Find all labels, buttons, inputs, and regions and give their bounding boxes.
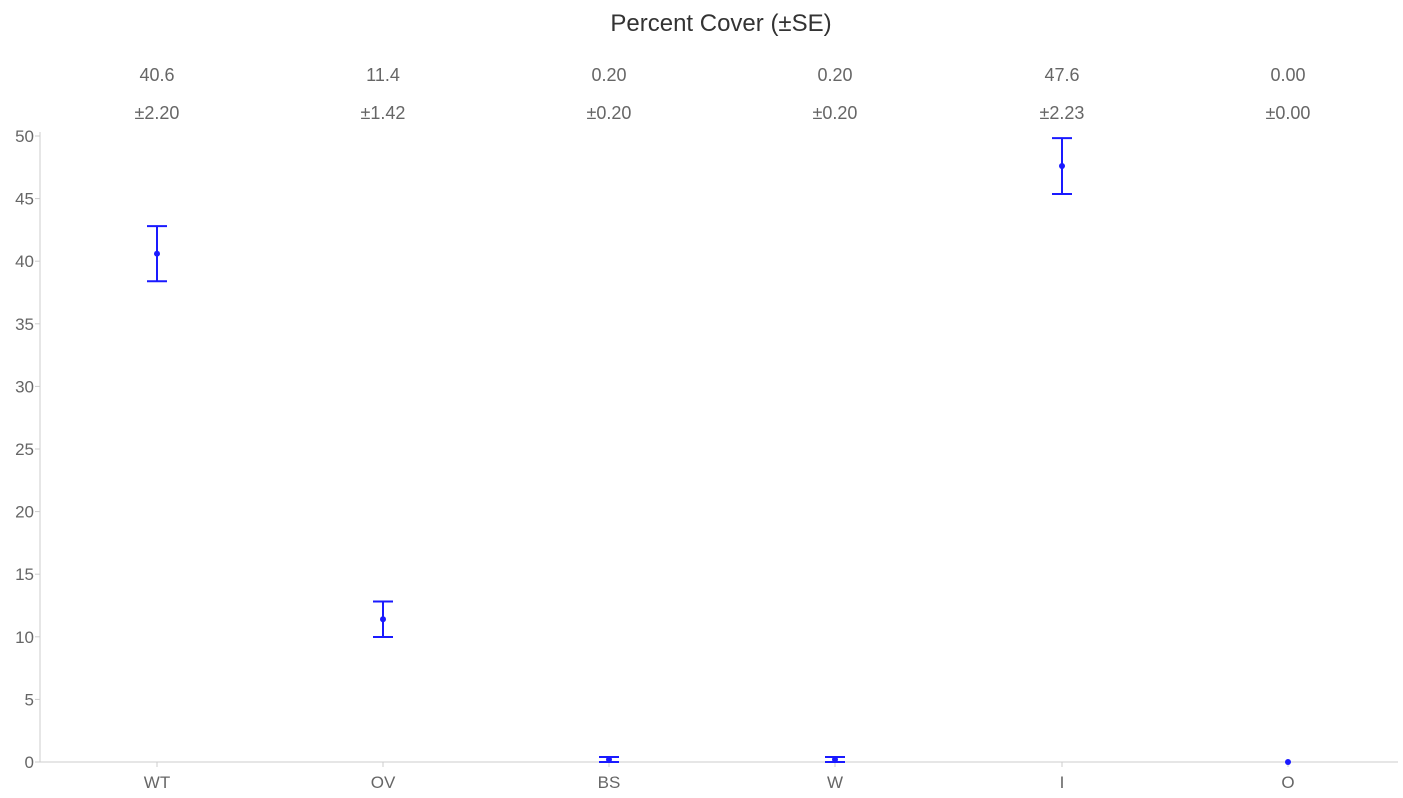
error-label: ±0.20	[587, 103, 632, 123]
error-label: ±0.00	[1266, 103, 1311, 123]
value-label: 0.00	[1270, 65, 1305, 85]
error-label: ±2.20	[135, 103, 180, 123]
value-label: 0.20	[817, 65, 852, 85]
x-tick-label: BS	[598, 773, 621, 792]
y-tick-label: 25	[15, 440, 34, 459]
x-tick-label: WT	[144, 773, 170, 792]
data-marks	[147, 137, 1291, 765]
x-axis: WT OV BS W I O	[40, 761, 1398, 792]
y-tick-label: 15	[15, 565, 34, 584]
error-label: ±0.20	[813, 103, 858, 123]
y-axis: 0 5 10 15 20 25 30 35 40 45 50	[15, 127, 41, 772]
value-labels-row: 40.6 ±2.20 11.4 ±1.42 0.20 ±0.20 0.20 ±0.20 47.6…	[135, 65, 1311, 123]
data-point[interactable]	[380, 616, 386, 623]
value-label: 11.4	[366, 65, 400, 85]
y-tick-label: 45	[15, 190, 34, 209]
data-point[interactable]	[154, 250, 160, 257]
y-tick-label: 0	[25, 753, 34, 772]
error-label: ±2.23	[1040, 103, 1085, 123]
y-tick-label: 30	[15, 377, 34, 396]
error-label: ±1.42	[361, 103, 406, 123]
y-tick-label: 5	[25, 690, 34, 709]
x-tick-label: I	[1060, 773, 1065, 792]
data-point[interactable]	[606, 756, 612, 763]
data-point[interactable]	[832, 756, 838, 763]
value-label: 40.6	[139, 65, 174, 85]
x-tick-label: OV	[371, 773, 396, 792]
y-tick-label: 20	[15, 503, 34, 522]
x-tick-label: O	[1281, 773, 1294, 792]
value-label: 47.6	[1044, 65, 1079, 85]
data-point[interactable]	[1285, 759, 1291, 765]
y-tick-label: 50	[15, 127, 34, 146]
x-tick-label: W	[827, 773, 843, 792]
y-tick-label: 35	[15, 315, 34, 334]
y-tick-label: 40	[15, 252, 34, 271]
value-label: 0.20	[591, 65, 626, 85]
data-point[interactable]	[1059, 163, 1065, 170]
y-tick-label: 10	[15, 628, 34, 647]
chart-title: Percent Cover (±SE)	[610, 10, 831, 37]
